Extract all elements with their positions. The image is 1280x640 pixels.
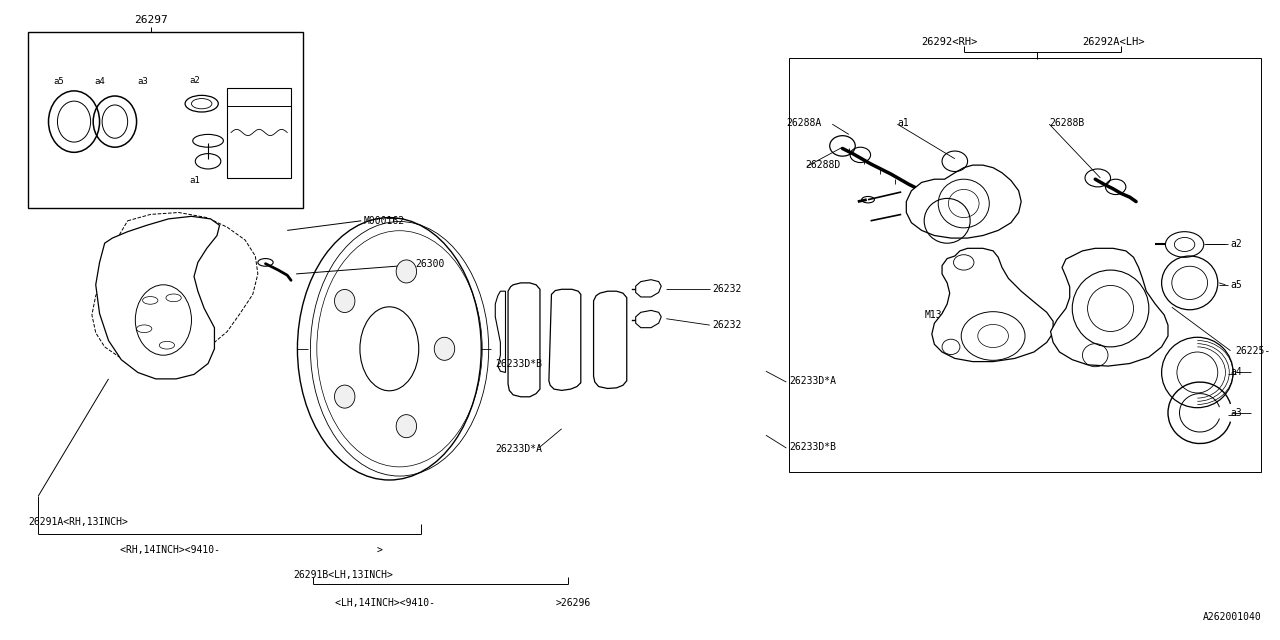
Ellipse shape (396, 260, 416, 283)
Text: a5: a5 (54, 77, 64, 86)
Polygon shape (594, 291, 627, 388)
Text: <LH,14INCH><9410-: <LH,14INCH><9410- (293, 598, 435, 608)
Ellipse shape (334, 385, 355, 408)
Text: 26288A: 26288A (786, 118, 822, 128)
Text: 26291B<LH,13INCH>: 26291B<LH,13INCH> (293, 570, 393, 580)
Text: a2: a2 (189, 76, 200, 84)
Text: 26288D: 26288D (805, 160, 841, 170)
Text: <RH,14INCH><9410-: <RH,14INCH><9410- (79, 545, 220, 556)
Polygon shape (636, 280, 662, 297)
Text: 26300: 26300 (415, 259, 444, 269)
Bar (788, 58, 1261, 472)
Text: 26233D*B: 26233D*B (788, 442, 836, 452)
Text: A262001040: A262001040 (1202, 612, 1261, 622)
Text: 26233D*A: 26233D*A (788, 376, 836, 386)
Ellipse shape (334, 289, 355, 312)
Bar (28, 32, 302, 208)
Text: >: > (376, 545, 383, 556)
Text: 26288B: 26288B (1050, 118, 1084, 128)
Text: M130011: M130011 (924, 310, 965, 320)
Text: 26233D*B: 26233D*B (495, 358, 543, 369)
Text: a1: a1 (897, 118, 909, 128)
Polygon shape (508, 283, 540, 397)
Polygon shape (636, 310, 662, 328)
Polygon shape (1051, 248, 1167, 366)
Polygon shape (495, 291, 506, 372)
Text: a2: a2 (1230, 239, 1243, 250)
Text: a4: a4 (1230, 367, 1243, 378)
Polygon shape (906, 165, 1021, 238)
Ellipse shape (434, 337, 454, 360)
Text: a4: a4 (95, 77, 105, 86)
Ellipse shape (396, 415, 416, 438)
Text: 26225-: 26225- (1235, 346, 1271, 356)
Polygon shape (932, 248, 1053, 362)
Text: >26296: >26296 (556, 598, 590, 608)
Text: 26292A<LH>: 26292A<LH> (1083, 36, 1146, 47)
Text: 26233D*A: 26233D*A (495, 444, 543, 454)
Polygon shape (549, 289, 581, 390)
Text: 26232: 26232 (712, 284, 741, 294)
Text: 26291A<RH,13INCH>: 26291A<RH,13INCH> (28, 516, 128, 527)
Text: a1: a1 (189, 176, 200, 185)
Text: 26297: 26297 (133, 15, 168, 26)
Text: a3: a3 (1230, 408, 1243, 418)
Bar (228, 88, 291, 178)
Text: a3: a3 (138, 77, 148, 86)
Text: 26292<RH>: 26292<RH> (922, 36, 978, 47)
Text: 26232: 26232 (712, 320, 741, 330)
Text: M000162: M000162 (364, 216, 404, 226)
Polygon shape (96, 216, 220, 379)
Text: a5: a5 (1230, 280, 1243, 290)
